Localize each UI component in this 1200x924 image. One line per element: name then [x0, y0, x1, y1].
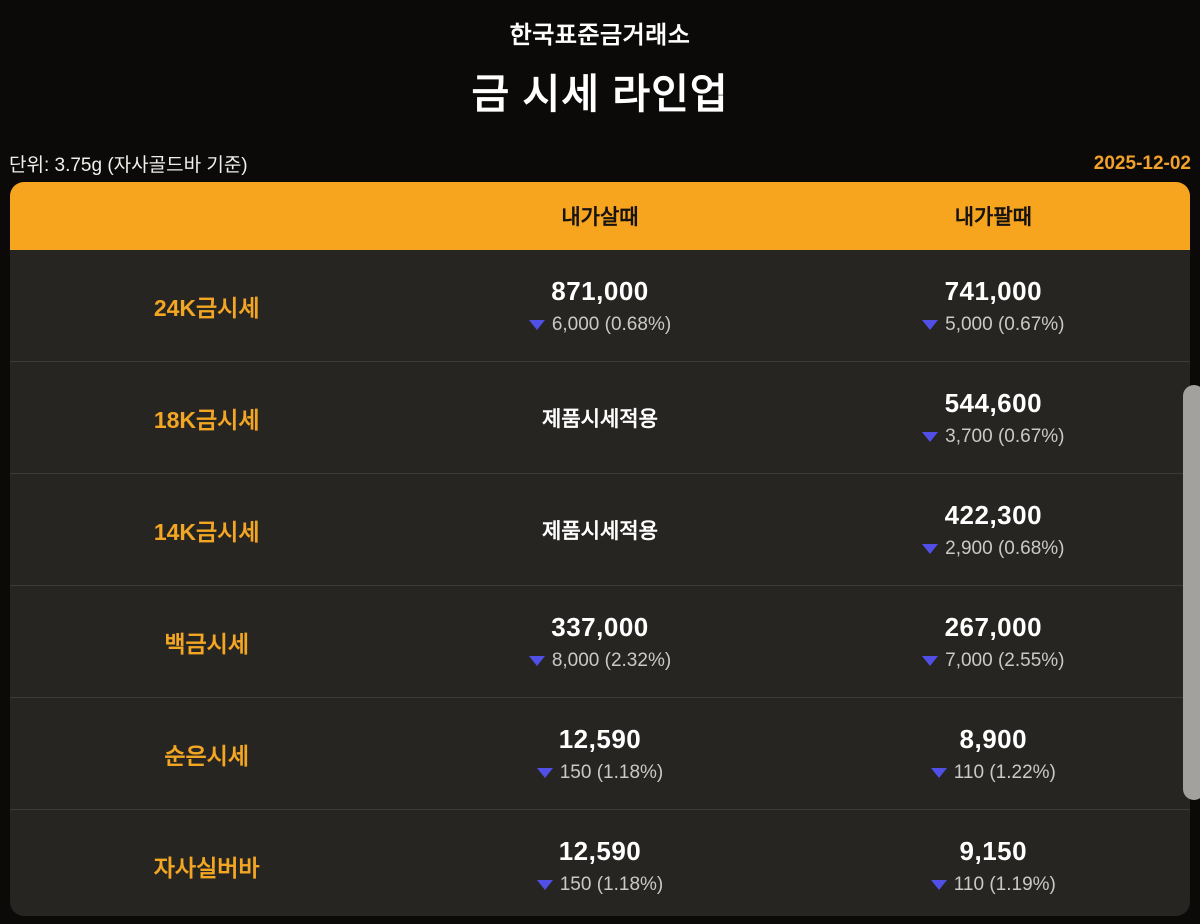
sell-price: 422,300 [944, 499, 1043, 530]
org-name: 한국표준금거래소 [509, 22, 691, 49]
sell-price: 8,900 [959, 723, 1028, 754]
down-arrow-icon [528, 319, 545, 330]
down-arrow-icon [930, 879, 947, 890]
table-row: 14K금시세 제품시세적용 422,300 2,900 (0.68%) [10, 473, 1190, 585]
sell-cell: 8,900 110 (1.22%) [797, 698, 1190, 809]
table-row: 18K금시세 제품시세적용 544,600 3,700 (0.67%) [10, 361, 1190, 473]
sell-change: 2,900 (0.68%) [922, 537, 1065, 560]
down-arrow-icon [528, 655, 545, 666]
down-arrow-icon [922, 431, 939, 442]
col-header-sell: 내가팔때 [954, 206, 1032, 229]
buy-cell: 871,000 6,000 (0.68%) [403, 250, 796, 361]
table-body: 24K금시세 871,000 6,000 (0.68%) 741,000 5,000 (… [10, 250, 1190, 916]
sell-cell: 267,000 7,000 (2.55%) [797, 586, 1190, 697]
buy-price: 871,000 [551, 275, 649, 306]
buy-change-text: 150 (1.18%) [559, 761, 664, 783]
sell-change-text: 7,000 (2.55%) [945, 649, 1065, 671]
down-arrow-icon [536, 879, 553, 890]
scrollbar-thumb[interactable] [1183, 385, 1200, 800]
table-row: 백금시세 337,000 8,000 (2.32%) 267,000 7,000 (2.… [10, 585, 1190, 697]
sell-cell: 422,300 2,900 (0.68%) [797, 474, 1190, 585]
buy-price: 12,590 [558, 723, 642, 754]
row-label: 14K금시세 [153, 518, 260, 545]
meta-row: 단위: 3.75g (자사골드바 기준) 2025-12-02 [0, 150, 1200, 177]
row-label: 24K금시세 [153, 294, 260, 321]
price-table: 내가살때 내가팔때 24K금시세 871,000 6,000 (0.68%) 741,… [10, 182, 1190, 916]
col-header-buy: 내가살때 [561, 206, 639, 229]
buy-cell: 12,590 150 (1.18%) [403, 698, 796, 809]
sell-price: 9,150 [959, 835, 1028, 866]
buy-change: 150 (1.18%) [536, 761, 664, 784]
page-title: 금 시세 라인업 [471, 71, 729, 117]
table-row: 24K금시세 871,000 6,000 (0.68%) 741,000 5,000 (… [10, 250, 1190, 361]
sell-change: 3,700 (0.67%) [922, 425, 1065, 448]
table-row: 순은시세 12,590 150 (1.18%) 8,900 110 (1.22%) [10, 697, 1190, 809]
down-arrow-icon [536, 767, 553, 778]
buy-cell: 337,000 8,000 (2.32%) [403, 586, 796, 697]
table-header: 내가살때 내가팔때 [10, 182, 1190, 250]
table-row: 자사실버바 12,590 150 (1.18%) 9,150 110 (1.19%) [10, 809, 1190, 916]
buy-cell: 제품시세적용 [403, 474, 796, 585]
buy-change: 6,000 (0.68%) [528, 313, 672, 336]
down-arrow-icon [922, 543, 939, 554]
sell-change: 110 (1.22%) [930, 761, 1056, 784]
sell-price: 544,600 [944, 387, 1043, 418]
buy-price: 337,000 [551, 611, 649, 642]
sell-change: 5,000 (0.67%) [922, 313, 1065, 336]
sell-change-text: 110 (1.22%) [953, 761, 1056, 783]
sell-change-text: 2,900 (0.68%) [945, 537, 1065, 559]
row-label: 18K금시세 [153, 406, 260, 433]
down-arrow-icon [922, 319, 939, 330]
sell-cell: 9,150 110 (1.19%) [797, 810, 1190, 916]
buy-change-text: 8,000 (2.32%) [551, 649, 672, 671]
buy-note: 제품시세적용 [542, 407, 658, 431]
date-label: 2025-12-02 [1093, 152, 1191, 174]
sell-change: 7,000 (2.55%) [922, 649, 1065, 672]
row-label: 백금시세 [164, 630, 249, 657]
sell-cell: 741,000 5,000 (0.67%) [797, 250, 1190, 361]
buy-cell: 제품시세적용 [403, 362, 796, 473]
sell-price: 741,000 [944, 275, 1043, 306]
sell-change-text: 5,000 (0.67%) [945, 313, 1065, 335]
sell-change-text: 3,700 (0.67%) [945, 425, 1065, 447]
unit-label: 단위: 3.75g (자사골드바 기준) [9, 155, 248, 176]
buy-change: 8,000 (2.32%) [528, 649, 672, 672]
sell-change: 110 (1.19%) [930, 873, 1056, 896]
sell-price: 267,000 [944, 611, 1043, 642]
buy-change-text: 150 (1.18%) [559, 873, 664, 895]
down-arrow-icon [922, 655, 939, 666]
sell-cell: 544,600 3,700 (0.67%) [797, 362, 1190, 473]
sell-change-text: 110 (1.19%) [953, 873, 1056, 895]
buy-note: 제품시세적용 [542, 519, 658, 543]
down-arrow-icon [930, 767, 947, 778]
buy-change: 150 (1.18%) [536, 873, 664, 896]
buy-cell: 12,590 150 (1.18%) [403, 810, 796, 916]
row-label: 자사실버바 [153, 854, 260, 881]
buy-price: 12,590 [558, 835, 642, 866]
row-label: 순은시세 [164, 742, 249, 769]
buy-change-text: 6,000 (0.68%) [551, 313, 672, 335]
